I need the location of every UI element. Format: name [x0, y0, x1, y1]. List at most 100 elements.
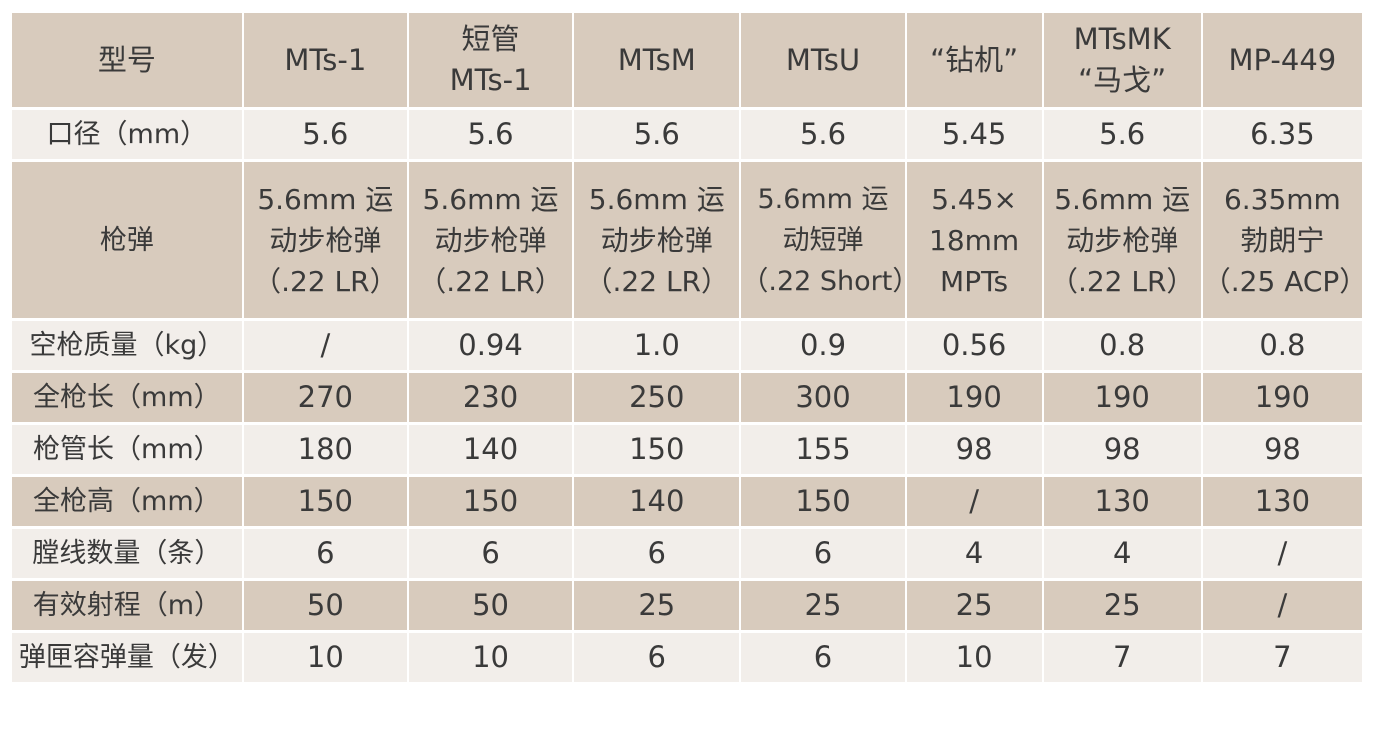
table-cell: 5.6mm 运动步枪弹 （.22 LR） [1043, 162, 1201, 318]
column-header-line: MTsU [785, 42, 861, 77]
row-label: 枪弹 [12, 162, 242, 318]
table-cell: 190 [1202, 373, 1362, 422]
table-cell: / [243, 321, 407, 370]
table-cell-line: 动短弹 [782, 224, 864, 256]
table-cell-line: 18mm [929, 223, 1020, 257]
row-label: 口径（mm） [12, 110, 242, 159]
table-cell: 0.9 [741, 321, 905, 370]
table-cell: 50 [243, 581, 407, 630]
column-header-line: MTsMK [1073, 22, 1171, 56]
table-row-effective-range: 有效射程（m） 50 50 25 25 25 25/ [12, 581, 1362, 630]
table-row-magazine-capacity: 弹匣容弹量（发） 10 10 6 6 10 7 7 [12, 633, 1362, 682]
table-cell: 0.8 [1043, 321, 1201, 370]
table-cell: 6 [741, 529, 905, 578]
table-cell-line: 5.45× [931, 182, 1018, 216]
spec-table-body: 型号 MTs-1 短管 MTs-1 MTsM MTsU “钻机” MTsMK “马戈” MP-44… [12, 13, 1362, 682]
column-header-line: “马戈” [1078, 63, 1167, 97]
table-cell-line: （.22 Short） [741, 265, 905, 297]
row-label: 有效射程（m） [12, 581, 242, 630]
table-row-barrel-length: 枪管长（mm） 180 140 150 155 98 98 98 [12, 425, 1362, 474]
table-cell: 5.6 [243, 110, 407, 159]
table-cell: 25 [741, 581, 905, 630]
table-row-ammo: 枪弹 5.6mm 运动步枪弹 （.22 LR） 5.6mm 运动步枪弹 （.22 LR）… [12, 162, 1362, 318]
table-cell: 5.6 [741, 110, 905, 159]
column-header-line: “钻机” [930, 42, 1019, 77]
column-header: MTsM [574, 13, 740, 107]
table-cell: 7 [1043, 633, 1201, 682]
table-cell-line: （.22 LR） [584, 264, 730, 298]
column-header-line: 短管 [461, 22, 520, 56]
table-cell-line: 6.35mm [1223, 182, 1341, 216]
row-label: 膛线数量（条） [12, 529, 242, 578]
table-cell-line: 动步枪弹 [269, 223, 382, 257]
table-cell: 25 [574, 581, 740, 630]
column-header: MTsMK “马戈” [1043, 13, 1201, 107]
table-cell: 300 [741, 373, 905, 422]
table-cell: 6 [574, 633, 740, 682]
column-header-model: 型号 [12, 13, 242, 107]
table-cell-line: 5.6mm 运 [757, 183, 889, 215]
table-cell: 5.6mm 运动步枪弹 （.22 LR） [408, 162, 573, 318]
table-cell: 6 [243, 529, 407, 578]
table-cell: 10 [906, 633, 1042, 682]
table-cell: 5.6 [408, 110, 573, 159]
table-cell: 150 [243, 477, 407, 526]
table-cell-line: 勃朗宁 [1240, 223, 1325, 257]
column-header-model-line: 型号 [97, 42, 156, 77]
table-cell: 5.45× 18mm MPTs [906, 162, 1042, 318]
table-cell: 0.56 [906, 321, 1042, 370]
row-label: 枪管长（mm） [12, 425, 242, 474]
row-label: 全枪长（mm） [12, 373, 242, 422]
table-cell: 5.6 [1043, 110, 1201, 159]
table-cell: 4 [1043, 529, 1201, 578]
table-cell: 50 [408, 581, 573, 630]
row-label: 空枪质量（kg） [12, 321, 242, 370]
table-cell: 6.35 [1202, 110, 1362, 159]
table-row-rifling-count: 膛线数量（条） 6 6 6 6 4 4/ [12, 529, 1362, 578]
table-cell: 130 [1043, 477, 1201, 526]
table-cell: 98 [1043, 425, 1201, 474]
table-cell: 98 [906, 425, 1042, 474]
table-cell: 150 [574, 425, 740, 474]
table-cell-line: 动步枪弹 [600, 223, 713, 257]
table-cell: 150 [741, 477, 905, 526]
table-cell: 0.8 [1202, 321, 1362, 370]
table-cell: / [906, 477, 1042, 526]
table-cell: 6 [741, 633, 905, 682]
table-cell: 270 [243, 373, 407, 422]
table-cell: 10 [243, 633, 407, 682]
table-cell-line: 5.6mm 运 [422, 182, 559, 216]
column-header: MTs-1 [243, 13, 407, 107]
table-cell: 10 [408, 633, 573, 682]
table-cell: 5.6 [574, 110, 740, 159]
table-cell: 5.45 [906, 110, 1042, 159]
column-header-line: MTsM [617, 42, 696, 77]
table-cell: 5.6mm 运动步枪弹 （.22 LR） [243, 162, 407, 318]
table-cell: 25 [906, 581, 1042, 630]
table-cell: 140 [408, 425, 573, 474]
table-cell-line: 5.6mm 运 [588, 182, 725, 216]
spec-table: 型号 MTs-1 短管 MTs-1 MTsM MTsU “钻机” MTsMK “马戈” MP-44… [10, 10, 1364, 685]
table-cell-line: （.25 ACP） [1202, 264, 1362, 298]
table-cell: 190 [1043, 373, 1201, 422]
table-cell: 6.35mm 勃朗宁 （.25 ACP） [1202, 162, 1362, 318]
table-cell-line: MPTs [940, 264, 1009, 298]
table-cell: 25 [1043, 581, 1201, 630]
table-cell: 98 [1202, 425, 1362, 474]
table-cell: / [1202, 529, 1362, 578]
table-cell-line: 动步枪弹 [1066, 223, 1179, 257]
table-cell-line: 5.6mm 运 [1054, 182, 1191, 216]
table-cell: / [1202, 581, 1362, 630]
table-cell: 140 [574, 477, 740, 526]
table-row-overall-length: 全枪长（mm） 270 230 250 300 190 190 190 [12, 373, 1362, 422]
row-label: 弹匣容弹量（发） [12, 633, 242, 682]
table-cell: 155 [741, 425, 905, 474]
table-cell: 1.0 [574, 321, 740, 370]
table-cell: 0.94 [408, 321, 573, 370]
table-cell-line: （.22 LR） [1049, 264, 1195, 298]
table-cell: 130 [1202, 477, 1362, 526]
table-row-overall-height: 全枪高（mm） 150 150 140 150/130 130 [12, 477, 1362, 526]
column-header-line: MP-449 [1228, 42, 1337, 77]
column-header: “钻机” [906, 13, 1042, 107]
column-header: MTsU [741, 13, 905, 107]
